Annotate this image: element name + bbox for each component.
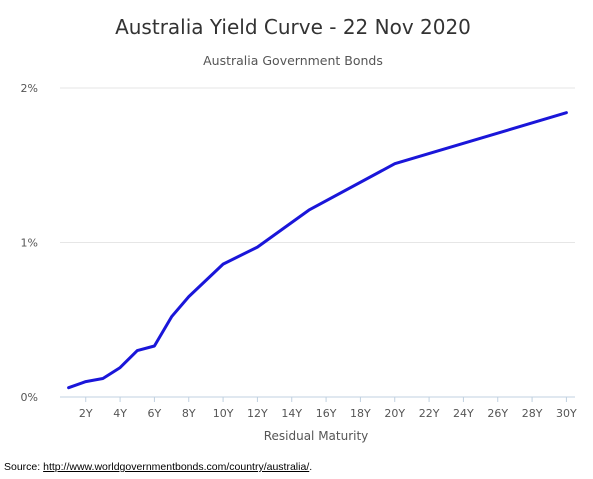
source-note: Source: http://www.worldgovernmentbonds.… — [4, 461, 312, 473]
x-tick-label-3: 8Y — [182, 407, 196, 420]
y-axis-ticks: 0% 1% 2% — [21, 82, 38, 404]
x-tick-label-13: 28Y — [522, 407, 543, 420]
x-axis-title: Residual Maturity — [264, 429, 369, 443]
x-tick-label-11: 24Y — [453, 407, 474, 420]
yield-curve-chart: Australia Yield Curve - 22 Nov 2020 Aust… — [21, 15, 578, 443]
x-tick-label-8: 18Y — [350, 407, 371, 420]
series-line-0 — [67, 111, 568, 390]
source-label: Source: — [4, 461, 44, 473]
chart-title: Australia Yield Curve - 22 Nov 2020 — [115, 15, 471, 39]
y-tick-label-1: 1% — [21, 237, 38, 250]
x-tick-label-7: 16Y — [316, 407, 337, 420]
x-tick-label-14: 30Y — [556, 407, 577, 420]
y-tick-label-0: 0% — [21, 391, 38, 404]
series-layer — [67, 111, 568, 390]
y-tick-label-2: 2% — [21, 82, 38, 95]
x-tick-label-4: 10Y — [213, 407, 234, 420]
x-tick-label-1: 4Y — [113, 407, 127, 420]
x-tick-label-12: 26Y — [487, 407, 508, 420]
x-tick-label-9: 20Y — [384, 407, 405, 420]
source-suffix: . — [309, 461, 313, 473]
x-tick-label-10: 22Y — [419, 407, 440, 420]
x-tick-label-6: 14Y — [281, 407, 302, 420]
x-axis-ticks: 2Y 4Y 6Y 8Y 10Y 12Y 14Y 16Y 18Y 20Y 22Y 24Y 26Y 28Y 30… — [79, 397, 577, 420]
source-link[interactable]: http://www.worldgovernmentbonds.com/coun… — [43, 461, 310, 473]
grid-lines — [60, 87, 575, 243]
x-tick-label-2: 6Y — [148, 407, 162, 420]
chart-subtitle: Australia Government Bonds — [203, 53, 383, 68]
x-tick-label-5: 12Y — [247, 407, 268, 420]
x-tick-label-0: 2Y — [79, 407, 93, 420]
